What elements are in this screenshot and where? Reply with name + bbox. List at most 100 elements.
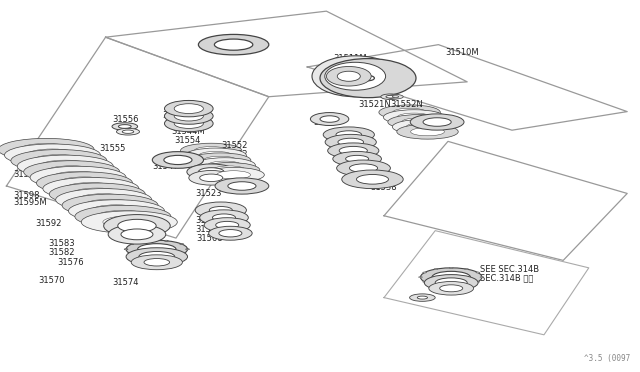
Ellipse shape: [424, 275, 478, 291]
Text: 31570: 31570: [38, 276, 65, 285]
Ellipse shape: [180, 243, 184, 244]
Ellipse shape: [432, 271, 470, 283]
Ellipse shape: [90, 205, 143, 217]
Ellipse shape: [214, 39, 253, 50]
Ellipse shape: [212, 214, 236, 221]
Ellipse shape: [144, 259, 170, 266]
Ellipse shape: [392, 96, 399, 98]
Text: 31538: 31538: [370, 183, 397, 192]
Ellipse shape: [339, 147, 367, 155]
Ellipse shape: [480, 276, 484, 278]
Ellipse shape: [116, 128, 140, 135]
Ellipse shape: [465, 269, 468, 270]
Ellipse shape: [124, 248, 128, 250]
Ellipse shape: [393, 108, 426, 116]
Text: 31523N: 31523N: [334, 142, 367, 151]
Ellipse shape: [476, 272, 480, 273]
Ellipse shape: [200, 174, 223, 182]
Text: 31554: 31554: [174, 136, 200, 145]
Text: 31517: 31517: [314, 118, 340, 127]
Text: 31592: 31592: [35, 219, 61, 228]
Ellipse shape: [84, 199, 136, 211]
Ellipse shape: [30, 166, 126, 189]
Ellipse shape: [164, 155, 192, 164]
Ellipse shape: [388, 115, 449, 129]
Text: 31574: 31574: [112, 278, 138, 287]
Ellipse shape: [434, 285, 438, 286]
Ellipse shape: [164, 100, 213, 117]
Text: 31536: 31536: [413, 121, 440, 130]
Ellipse shape: [130, 243, 134, 244]
Ellipse shape: [81, 211, 177, 233]
Text: 31596: 31596: [51, 155, 77, 164]
Ellipse shape: [195, 147, 228, 155]
Ellipse shape: [346, 155, 369, 162]
Text: 31510M: 31510M: [445, 48, 479, 57]
Ellipse shape: [320, 116, 339, 122]
Ellipse shape: [219, 230, 242, 237]
Ellipse shape: [122, 130, 134, 133]
Text: 31556: 31556: [112, 115, 138, 124]
Text: 31521: 31521: [125, 198, 151, 207]
Ellipse shape: [17, 155, 113, 177]
Ellipse shape: [338, 138, 364, 146]
Ellipse shape: [118, 219, 156, 232]
Ellipse shape: [336, 131, 362, 138]
Ellipse shape: [325, 134, 376, 150]
Ellipse shape: [410, 294, 435, 301]
Ellipse shape: [164, 115, 213, 132]
Text: 31555: 31555: [99, 144, 125, 153]
Ellipse shape: [362, 76, 374, 81]
Ellipse shape: [139, 251, 175, 262]
Ellipse shape: [164, 257, 168, 258]
Ellipse shape: [20, 143, 72, 155]
Ellipse shape: [215, 178, 269, 194]
Ellipse shape: [145, 257, 149, 258]
Ellipse shape: [24, 161, 120, 183]
Ellipse shape: [203, 167, 264, 182]
Ellipse shape: [209, 206, 232, 214]
Text: 31521P: 31521P: [334, 133, 365, 142]
Text: 31521N: 31521N: [358, 100, 391, 109]
Ellipse shape: [333, 151, 381, 166]
Ellipse shape: [145, 240, 149, 241]
Ellipse shape: [337, 160, 390, 176]
Ellipse shape: [411, 128, 444, 136]
Ellipse shape: [33, 155, 85, 167]
Text: 31540M: 31540M: [204, 40, 237, 49]
Ellipse shape: [174, 111, 204, 121]
Text: 31568: 31568: [196, 234, 223, 243]
Ellipse shape: [328, 143, 379, 158]
Text: 31532: 31532: [364, 170, 390, 179]
Text: SEE SEC.314B: SEE SEC.314B: [480, 265, 539, 274]
Ellipse shape: [4, 144, 100, 166]
Ellipse shape: [397, 113, 431, 121]
Text: 31576: 31576: [58, 258, 84, 267]
Ellipse shape: [71, 188, 124, 200]
Ellipse shape: [440, 285, 463, 292]
Ellipse shape: [204, 156, 237, 164]
Text: 31571: 31571: [131, 252, 157, 261]
Text: ^3.5 (0097: ^3.5 (0097: [584, 354, 630, 363]
Ellipse shape: [180, 254, 184, 255]
Ellipse shape: [126, 240, 188, 258]
Ellipse shape: [323, 127, 374, 142]
Ellipse shape: [386, 95, 395, 98]
Ellipse shape: [103, 216, 156, 228]
Ellipse shape: [337, 71, 360, 81]
Text: 31566M: 31566M: [195, 225, 229, 234]
Ellipse shape: [420, 268, 482, 286]
Ellipse shape: [410, 114, 464, 130]
Ellipse shape: [228, 182, 256, 190]
Ellipse shape: [435, 278, 467, 288]
Ellipse shape: [200, 210, 248, 225]
Ellipse shape: [209, 226, 252, 240]
Ellipse shape: [45, 166, 98, 178]
Text: 31562: 31562: [221, 150, 247, 159]
Text: 31516: 31516: [342, 64, 369, 73]
Ellipse shape: [198, 34, 269, 55]
Ellipse shape: [152, 152, 204, 168]
Ellipse shape: [164, 108, 213, 124]
Ellipse shape: [108, 225, 166, 244]
Text: 31562: 31562: [221, 160, 247, 169]
